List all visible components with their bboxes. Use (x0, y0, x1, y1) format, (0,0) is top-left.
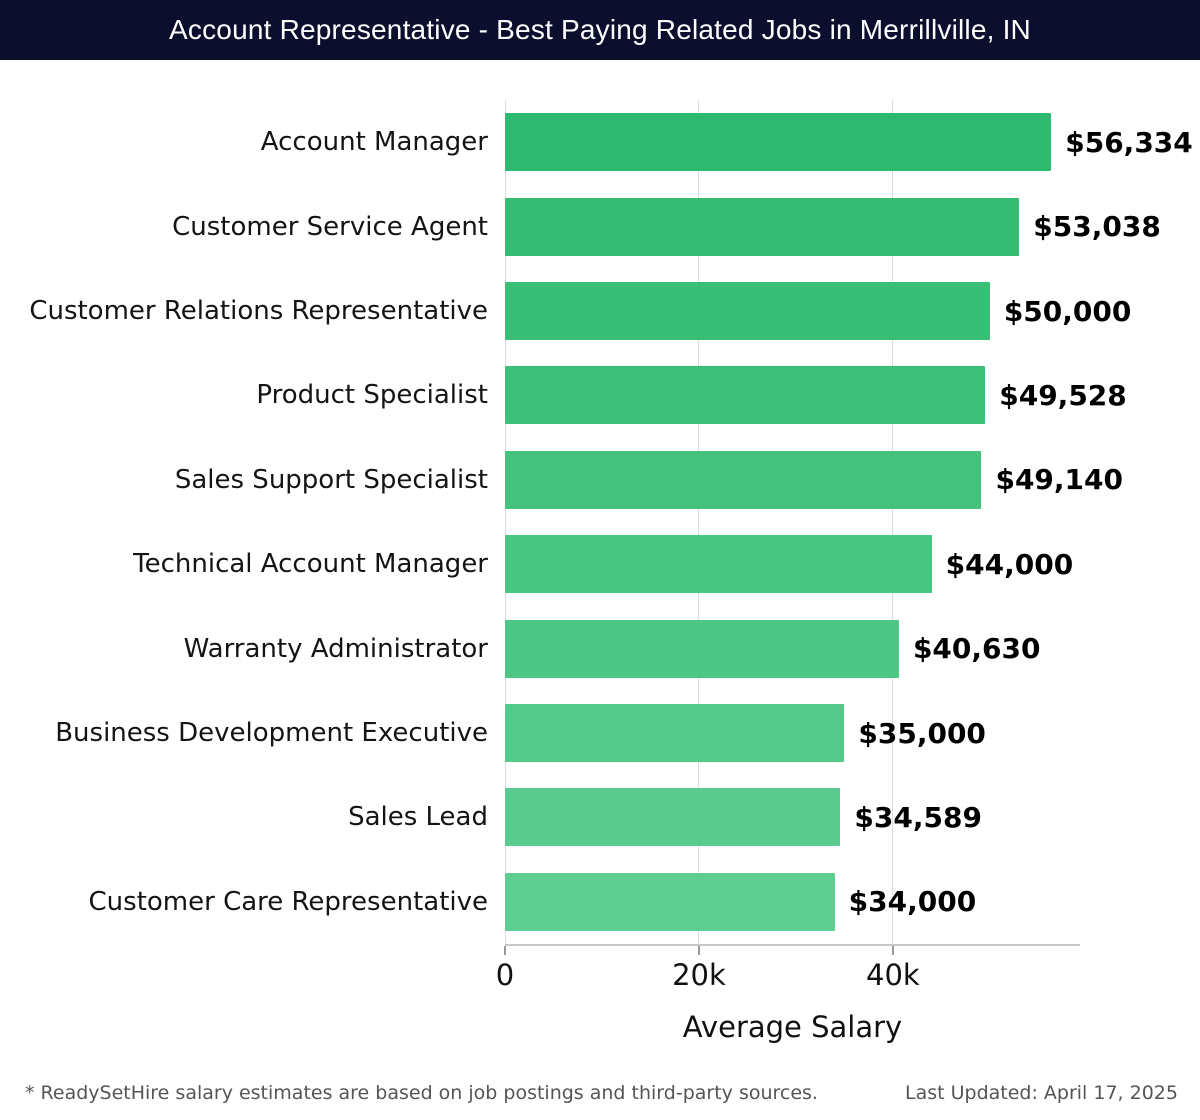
bar (505, 619, 899, 678)
footnote: * ReadySetHire salary estimates are base… (25, 1082, 818, 1104)
bar-label: Customer Care Representative (88, 886, 488, 917)
bar-label: Customer Relations Representative (29, 295, 488, 326)
bar (505, 197, 1020, 256)
value-label: $35,000 (858, 716, 986, 750)
bar (505, 535, 932, 594)
bar (505, 450, 982, 509)
tick-mark (697, 946, 700, 955)
x-axis-line (505, 944, 1080, 946)
value-label: $56,334 (1065, 125, 1193, 159)
bar (505, 704, 845, 762)
bar-label: Customer Service Agent (172, 211, 488, 242)
x-tick-label: 20k (672, 958, 726, 992)
bar-label: Warranty Administrator (183, 633, 488, 664)
gridline (698, 100, 700, 944)
x-tick-label: 0 (495, 958, 515, 992)
value-label: $40,630 (912, 632, 1041, 666)
gridline (504, 100, 506, 944)
bar-label: Sales Lead (348, 802, 488, 833)
value-label: $50,000 (1003, 294, 1132, 328)
x-axis-title: Average Salary (682, 1010, 903, 1044)
value-label: $53,038 (1033, 210, 1161, 244)
value-label: $49,140 (995, 463, 1123, 497)
value-label: $34,589 (854, 800, 982, 834)
bar-label: Account Manager (260, 127, 488, 158)
gridline (892, 100, 894, 944)
bar (505, 872, 835, 931)
bar (505, 366, 986, 425)
value-label: $34,000 (848, 885, 977, 919)
x-tick-label: 40k (865, 958, 920, 992)
last-updated: Last Updated: April 17, 2025 (904, 1082, 1178, 1104)
value-label: $44,000 (945, 547, 1074, 581)
chart-title: Account Representative - Best Paying Rel… (169, 14, 1031, 45)
tick-mark (504, 946, 506, 955)
bar (505, 113, 1052, 172)
bar-label: Business Development Executive (55, 717, 488, 748)
bar (505, 282, 990, 340)
tick-mark (891, 946, 894, 955)
value-label: $49,528 (999, 378, 1127, 412)
title-bar: Account Representative - Best Paying Rel… (0, 0, 1200, 60)
bar-label: Sales Support Specialist (174, 464, 488, 495)
bar-label: Technical Account Manager (133, 549, 488, 580)
bar (505, 788, 841, 847)
bar-label: Product Specialist (256, 380, 488, 411)
